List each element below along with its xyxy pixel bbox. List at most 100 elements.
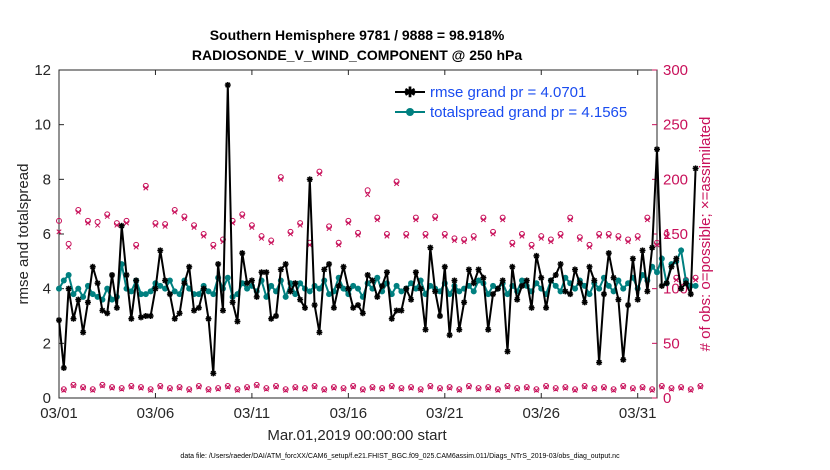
obs-possible-point	[176, 384, 183, 391]
totalspread-point	[282, 293, 289, 300]
obs-possible-point	[56, 217, 62, 224]
obs-assimilated-point	[297, 222, 303, 228]
y-right-tick-label: 200	[663, 171, 688, 188]
obs-assimilated-point	[99, 383, 105, 389]
obs-possible-point	[364, 187, 371, 194]
obs-assimilated-point	[143, 185, 149, 191]
rmse-point	[311, 302, 318, 309]
obs-possible-point	[543, 382, 550, 389]
obs-possible-point	[562, 384, 569, 391]
chart-title-line1: Southern Hemisphere 9781 / 9888 = 98.918…	[210, 27, 505, 43]
obs-assimilated-point	[620, 384, 626, 390]
rmse-point	[446, 332, 453, 339]
totalspread-point	[470, 288, 477, 295]
obs-assimilated-point	[538, 235, 544, 241]
totalspread-point	[654, 269, 660, 276]
obs-assimilated-point	[635, 235, 641, 241]
rmse-point	[663, 280, 670, 287]
obs-assimilated-point	[659, 384, 665, 390]
rmse-point	[644, 288, 651, 295]
rmse-point	[244, 280, 251, 287]
y-tick-label: 2	[43, 335, 51, 352]
x-tick-label: 03/11	[234, 405, 270, 422]
obs-assimilated-point	[572, 387, 578, 393]
obs-possible-point	[157, 382, 164, 389]
totalspread-point	[552, 282, 559, 289]
rmse-point	[253, 293, 260, 300]
totalspread-point	[142, 291, 149, 298]
obs-assimilated-point	[268, 240, 274, 246]
obs-possible-point	[321, 386, 328, 393]
obs-possible-point	[388, 382, 395, 389]
obs-possible-point	[678, 384, 685, 391]
obs-assimilated-point	[480, 217, 486, 223]
obs-assimilated-point	[442, 233, 448, 239]
obs-assimilated-point	[162, 223, 168, 229]
obs-possible-point	[301, 385, 308, 392]
rmse-point	[485, 326, 492, 333]
rmse-point	[600, 291, 607, 298]
totalspread-point	[128, 288, 135, 295]
obs-assimilated-point	[369, 385, 376, 391]
obs-assimilated-point	[384, 233, 390, 239]
obs-possible-point	[427, 382, 434, 389]
rmse-point	[345, 285, 352, 292]
obs-assimilated-point	[466, 384, 472, 390]
rmse-point	[89, 263, 96, 270]
totalspread-point	[456, 288, 463, 295]
rmse-point	[205, 315, 212, 322]
obs-assimilated-point	[56, 229, 62, 235]
obs-assimilated-point	[278, 176, 284, 182]
obs-possible-point	[273, 382, 280, 389]
y-axis-ticks: 0 2 4 6 8 10 12	[34, 62, 64, 407]
rmse-point	[364, 272, 371, 278]
rmse-point	[147, 313, 154, 319]
obs-possible-point	[350, 382, 357, 389]
footer-data-file: data file: /Users/raeder/DAI/ATM_forcXX/…	[180, 453, 620, 460]
obs-possible-point	[137, 384, 144, 391]
rmse-point	[441, 263, 448, 270]
obs-possible-point	[697, 382, 704, 389]
rmse-point	[369, 277, 376, 284]
obs-possible-point	[234, 386, 241, 393]
totalspread-point	[60, 277, 67, 284]
rmse-point	[625, 302, 632, 309]
obs-possible-point	[494, 386, 501, 393]
obs-assimilated-point	[394, 181, 400, 187]
rmse-point	[470, 280, 477, 287]
rmse-point	[538, 274, 545, 281]
rmse-point	[687, 291, 694, 298]
rmse-point	[65, 285, 72, 292]
rmse-point	[509, 263, 516, 270]
obs-assimilated-point	[437, 386, 443, 392]
obs-possible-point	[436, 385, 443, 392]
obs-assimilated-point	[75, 209, 81, 215]
totalspread-point	[412, 285, 419, 292]
rmse-point	[596, 359, 603, 366]
obs-assimilated-point	[693, 277, 699, 283]
rmse-point	[490, 291, 497, 298]
rmse-point	[210, 370, 217, 377]
totalspread-point	[147, 288, 154, 295]
obs-assimilated-point	[167, 386, 173, 392]
rmse-point	[615, 296, 622, 303]
totalspread-point	[195, 291, 202, 298]
plot-area	[58, 69, 658, 399]
chart-title-line2: RADIOSONDE_V_WIND_COMPONENT @ 250 hPa	[192, 47, 522, 63]
obs-assimilated-point	[422, 233, 429, 239]
totalspread-point	[374, 274, 381, 281]
obs-possible-point	[552, 385, 559, 392]
rmse-point	[403, 285, 410, 292]
obs-possible-point	[109, 384, 116, 391]
obs-assimilated-point	[664, 233, 670, 239]
obs-possible-point	[658, 382, 665, 389]
obs-possible-point	[514, 385, 521, 392]
obs-assimilated-point	[292, 385, 298, 391]
rmse-point	[224, 82, 231, 89]
obs-possible-point	[485, 384, 492, 391]
totalspread-point	[326, 291, 333, 298]
rmse-point	[567, 291, 574, 298]
rmse-point	[152, 285, 159, 292]
obs-possible-point	[282, 386, 289, 393]
y-tick-label: 10	[34, 117, 51, 134]
